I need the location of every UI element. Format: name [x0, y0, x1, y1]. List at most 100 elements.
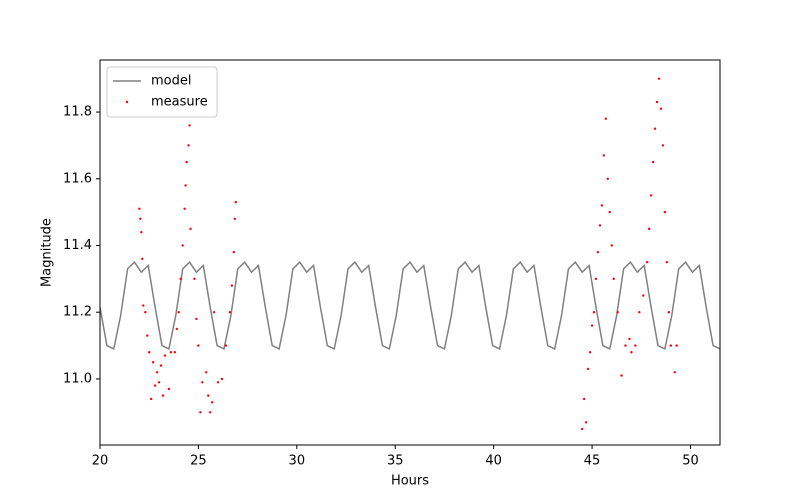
measure-point: [146, 334, 149, 337]
measure-point: [598, 224, 602, 227]
measure-point: [140, 230, 143, 234]
measure-point: [669, 344, 672, 347]
measure-point: [651, 160, 655, 164]
measure-point: [594, 277, 598, 281]
measure-point: [201, 381, 204, 384]
measure-point: [169, 351, 173, 354]
measure-point: [149, 397, 153, 401]
measure-point: [195, 317, 198, 321]
measure-point: [212, 311, 216, 314]
measure-point: [183, 207, 186, 210]
plot-area: [100, 77, 720, 431]
measure-point: [588, 351, 592, 354]
y-tick-label: 11.4: [63, 238, 92, 253]
measure-point: [167, 387, 171, 391]
measure-point: [584, 421, 588, 424]
measure-point: [161, 394, 165, 397]
measure-point: [155, 371, 159, 374]
measure-point: [608, 210, 611, 214]
measure-point: [638, 311, 641, 314]
measure-point: [139, 217, 142, 221]
measure-point: [141, 257, 144, 261]
measure-point: [665, 260, 669, 264]
measure-point: [582, 397, 586, 401]
measure-point: [647, 227, 651, 231]
legend-label: measure: [151, 95, 208, 110]
legend-box: [106, 66, 218, 118]
measure-point: [616, 311, 619, 314]
y-axis-label: Magnitude: [40, 218, 55, 287]
x-tick-label: 30: [289, 454, 306, 469]
measure-point: [188, 124, 191, 127]
measure-point: [197, 344, 200, 347]
y-tick-label: 11.0: [63, 371, 92, 386]
measure-point: [175, 327, 178, 331]
x-tick-label: 35: [387, 454, 404, 469]
measure-point: [657, 77, 661, 80]
measure-point: [185, 160, 188, 164]
measure-point: [224, 344, 228, 347]
measure-point: [628, 337, 631, 341]
measure-point: [228, 311, 232, 314]
x-tick-label: 20: [92, 454, 109, 469]
measure-point: [233, 217, 237, 221]
measure-point: [659, 107, 663, 110]
measure-point: [144, 311, 147, 314]
measure-point: [649, 194, 653, 197]
measure-point: [673, 371, 676, 374]
x-tick-label: 25: [190, 454, 207, 469]
measure-point: [586, 367, 590, 371]
measure-point: [606, 177, 610, 180]
measure-point: [209, 411, 212, 414]
x-tick-label: 40: [485, 454, 502, 469]
measure-point: [159, 364, 163, 367]
measure-point: [157, 381, 161, 384]
measure-point: [645, 260, 649, 264]
measure-point: [600, 204, 604, 207]
measure-point: [138, 207, 141, 210]
measure-point: [216, 381, 220, 384]
measure-point: [177, 311, 180, 314]
measure-point: [179, 277, 182, 281]
measure-point: [612, 277, 615, 281]
measure-point: [581, 427, 584, 431]
measure-point: [624, 344, 627, 347]
measure-point: [630, 351, 633, 354]
measure-point: [207, 394, 210, 397]
measure-point: [148, 351, 151, 354]
measure-point: [210, 401, 214, 404]
measure-point: [667, 311, 671, 314]
x-tick-label: 45: [584, 454, 601, 469]
measure-point: [199, 411, 202, 414]
measure-point: [142, 304, 145, 307]
x-axis-label: Hours: [391, 474, 429, 489]
y-tick-label: 11.2: [63, 305, 92, 320]
measure-point: [590, 324, 594, 327]
measure-point: [592, 311, 596, 314]
legend-label: model: [151, 74, 191, 89]
measure-point: [675, 344, 678, 347]
plot-frame: [99, 59, 721, 446]
measure-point: [181, 244, 184, 247]
measure-point: [220, 377, 224, 381]
y-tick-label: 11.6: [63, 171, 92, 186]
measure-point: [173, 351, 176, 354]
measure-point: [596, 250, 600, 254]
measure-point: [604, 117, 608, 120]
measure-point: [163, 354, 167, 357]
measure-point: [653, 127, 657, 130]
legend-dot: [125, 100, 129, 104]
measure-point: [184, 184, 187, 187]
measure-point: [205, 371, 208, 374]
measure-point: [642, 294, 645, 297]
measure-point: [230, 284, 234, 287]
measure-point: [663, 210, 667, 214]
x-tick-label: 50: [682, 454, 699, 469]
y-tick-label: 11.8: [63, 105, 92, 120]
measure-point: [620, 374, 623, 377]
measure-point: [232, 250, 236, 254]
model-line: [100, 261, 720, 351]
measure-point: [234, 200, 238, 204]
measure-point: [634, 344, 637, 347]
